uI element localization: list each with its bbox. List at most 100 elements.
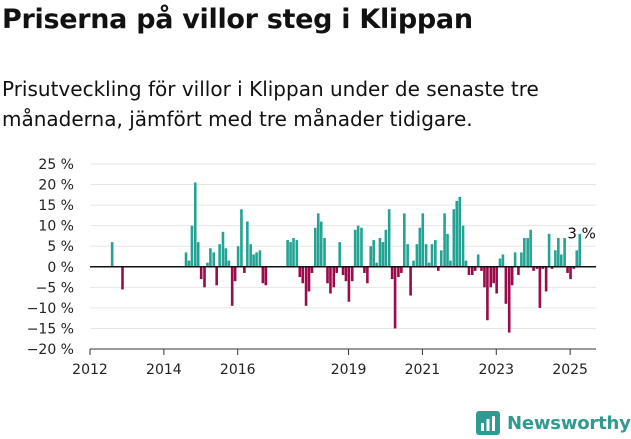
bar (199, 266, 203, 280)
bar (390, 266, 394, 280)
bar (575, 250, 579, 267)
bar (332, 266, 336, 288)
bar (301, 266, 305, 284)
bar (400, 266, 403, 273)
y-tick-label: 0 % (47, 260, 74, 276)
bar (430, 244, 434, 267)
chart-subtitle: Prisutveckling för villor i Klippan unde… (2, 77, 539, 131)
bar (572, 266, 576, 269)
bar (190, 225, 194, 267)
bar (578, 233, 582, 267)
bar (566, 266, 569, 273)
bar (557, 238, 560, 267)
bar (249, 244, 252, 267)
bar (378, 238, 382, 267)
bar (535, 266, 539, 269)
bar (495, 266, 498, 294)
latest-value-annotation: 3 % (567, 224, 596, 242)
bar (381, 242, 385, 267)
bar (393, 266, 397, 329)
bar (209, 248, 212, 267)
bar (110, 242, 114, 267)
bar (341, 266, 345, 275)
bar (461, 225, 465, 267)
newsworthy-chart-icon (476, 411, 500, 435)
bar (455, 201, 459, 267)
bar (397, 266, 400, 278)
bar (360, 227, 363, 267)
bar (316, 213, 320, 267)
bar (307, 266, 311, 292)
bar (489, 266, 493, 288)
bar (384, 229, 388, 267)
axis-labels: 25 % 20 % 15 % 10 % 5 % 0 % −5 % −10 % −15 % −20 … (27, 157, 596, 378)
bar (517, 266, 520, 275)
bar (406, 244, 409, 267)
bar (412, 260, 415, 267)
bar (464, 260, 468, 267)
bar (369, 246, 372, 267)
bar (215, 266, 218, 286)
bar (569, 266, 572, 280)
bar (550, 266, 554, 269)
bar (387, 209, 391, 267)
bar (240, 209, 243, 267)
bar (218, 244, 221, 267)
bar (449, 260, 452, 267)
bar (314, 227, 317, 267)
bar (507, 266, 511, 333)
x-tick-label: 2021 (405, 362, 441, 378)
bar (486, 266, 489, 321)
y-tick-label: −10 % (27, 301, 74, 317)
bar (434, 240, 437, 267)
bar (310, 266, 314, 273)
bar (418, 227, 422, 267)
bar (427, 262, 431, 267)
bar (353, 229, 357, 267)
bar (483, 266, 486, 288)
bar (335, 266, 339, 273)
bar (476, 254, 480, 267)
bar (547, 233, 551, 267)
bar (212, 252, 216, 267)
bar (323, 238, 326, 267)
bar (532, 266, 535, 271)
y-tick-label: 20 % (38, 178, 74, 194)
bar (372, 240, 375, 267)
x-tick-label: 2019 (331, 362, 367, 378)
bar (203, 266, 206, 288)
bar (338, 242, 341, 267)
bar (470, 266, 474, 275)
bar (255, 252, 258, 267)
bar (304, 266, 308, 306)
bar (221, 231, 225, 267)
newsworthy-logo: Newsworthy (475, 408, 631, 438)
bar (504, 266, 508, 304)
y-tick-label: −15 % (27, 321, 74, 337)
bar (544, 266, 548, 292)
y-tick-label: 5 % (47, 239, 74, 255)
bar (261, 266, 265, 284)
chart-title: Priserna på villor steg i Klippan (2, 4, 473, 35)
x-tick-label: 2016 (220, 362, 256, 378)
bar (492, 266, 495, 284)
bar (246, 221, 249, 267)
bar (347, 266, 351, 302)
bar (363, 266, 366, 273)
bar (436, 266, 440, 271)
bar (510, 266, 514, 286)
bar (286, 240, 289, 267)
bar (375, 262, 378, 267)
bar (446, 233, 449, 267)
bar (415, 244, 419, 267)
bar (187, 260, 191, 267)
x-tick-label: 2023 (478, 362, 514, 378)
bar (473, 266, 477, 271)
bar (467, 266, 471, 275)
bar (252, 254, 255, 267)
bar (184, 252, 188, 267)
brand-name: Newsworthy (507, 412, 631, 434)
bar (523, 238, 526, 267)
bar (258, 250, 262, 267)
bar (289, 242, 292, 267)
